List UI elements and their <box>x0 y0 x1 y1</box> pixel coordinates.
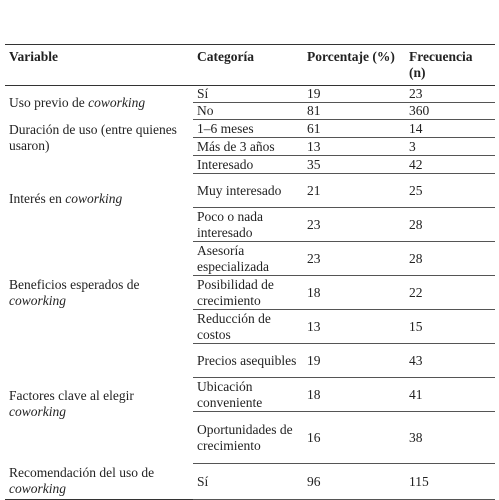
table-row: Interés en coworking Interesado 35 42 <box>5 155 495 206</box>
frequency-cell: 14 <box>405 119 495 138</box>
percentage-cell: 81 <box>303 102 405 120</box>
category-cell: Asesoría especializada <box>193 241 303 276</box>
table-row: Uso previo de coworking Sí 19 23 <box>5 85 495 110</box>
frequency-cell: 28 <box>405 207 495 242</box>
variable-text: coworking <box>65 190 123 206</box>
variable-text: coworking <box>9 403 66 419</box>
table-row: Más de 3 años 13 3 <box>5 137 495 156</box>
category-cell: Precios asequibles <box>193 343 303 378</box>
table-container: Variable Categoría Porcentaje (%) Frecuenci… <box>5 44 495 500</box>
variable-text: Factores clave al elegir <box>9 387 134 403</box>
percentage-cell: 13 <box>303 137 405 156</box>
frequency-cell: 360 <box>405 102 495 120</box>
variable-text: Uso previo de <box>9 94 89 110</box>
category-cell: Sí <box>193 85 303 103</box>
variable-text: Interés en <box>9 190 66 206</box>
category-cell: Muy interesado <box>193 173 303 208</box>
table-row: Posibilidad de crecimiento 18 22 <box>5 275 495 310</box>
frequency-cell: 43 <box>405 343 495 378</box>
header-cell: Variable <box>9 49 59 64</box>
table-header: Variable Categoría Porcentaje (%) Frecuenci… <box>5 44 495 86</box>
frequency-cell: 42 <box>405 155 495 174</box>
table-row: Muy interesado 21 25 <box>5 173 495 208</box>
percentage-cell: 18 <box>303 275 405 310</box>
variable-text: Beneficios esperados de <box>9 276 140 292</box>
frequency-cell: 22 <box>405 275 495 310</box>
header-cell: Frecuencia (n) <box>409 49 473 80</box>
category-cell: Más de 3 años <box>193 137 303 156</box>
variable-text: coworking <box>9 292 66 308</box>
frequency-cell: 23 <box>405 85 495 103</box>
category-cell: Poco o nada interesado <box>193 207 303 242</box>
percentage-cell: 19 <box>303 343 405 378</box>
frequency-cell: 115 <box>405 463 495 500</box>
percentage-cell: 23 <box>303 241 405 276</box>
table-row: Oportunidades de crecimiento 16 38 <box>5 411 495 464</box>
category-cell: Interesado <box>193 155 303 174</box>
frequency-cell: 25 <box>405 173 495 208</box>
frequency-cell: 38 <box>405 411 495 464</box>
percentage-cell: 23 <box>303 207 405 242</box>
percentage-cell: 13 <box>303 309 405 344</box>
variable-text: Recomendación del uso de <box>9 465 155 481</box>
table-row: Poco o nada interesado 23 28 <box>5 207 495 242</box>
table-row: Factores clave al elegir coworking Precio… <box>5 343 495 419</box>
table-body: Uso previo de coworking Sí 19 23 No 81 360 Dura… <box>5 85 495 500</box>
percentage-cell: 35 <box>303 155 405 174</box>
percentage-cell: 18 <box>303 377 405 412</box>
category-cell: Sí <box>193 463 303 500</box>
header-cell: Categoría <box>197 49 254 64</box>
category-cell: Posibilidad de crecimiento <box>193 275 303 310</box>
variable-cell: Beneficios esperados de coworking <box>5 242 193 344</box>
category-cell: Reducción de costos <box>193 309 303 344</box>
table-row: Ubicación conveniente 18 41 <box>5 377 495 412</box>
percentage-cell: 21 <box>303 173 405 208</box>
category-cell: Oportunidades de crecimiento <box>193 411 303 464</box>
variable-cell: Duración de uso (entre quienes usaron) <box>5 120 193 156</box>
variable-cell: Recomendación del uso de coworking <box>5 464 193 500</box>
percentage-cell: 19 <box>303 85 405 103</box>
frequency-cell: 41 <box>405 377 495 412</box>
variable-cell: Factores clave al elegir coworking <box>5 344 193 464</box>
table-row: Duración de uso (entre quienes usaron) 1–… <box>5 119 495 153</box>
table-row: Beneficios esperados de coworking Asesorí… <box>5 241 495 308</box>
variable-text: coworking <box>88 94 146 110</box>
percentage-cell: 61 <box>303 119 405 138</box>
header-cell: Porcentaje (%) <box>307 49 395 64</box>
percentage-cell: 96 <box>303 463 405 500</box>
frequency-cell: 15 <box>405 309 495 344</box>
variable-text: coworking <box>9 481 66 497</box>
table-row: No 81 360 <box>5 102 495 120</box>
category-cell: Ubicación conveniente <box>193 377 303 412</box>
frequency-cell: 3 <box>405 137 495 156</box>
table-row: Reducción de costos 13 15 <box>5 309 495 344</box>
table-row: Recomendación del uso de coworking Sí 96 11… <box>5 463 495 500</box>
table: Variable Categoría Porcentaje (%) Frecuenci… <box>5 44 495 500</box>
variable-cell: Interés en coworking <box>5 156 193 242</box>
frequency-cell: 28 <box>405 241 495 276</box>
header-row: Variable Categoría Porcentaje (%) Frecuenci… <box>5 44 495 86</box>
percentage-cell: 16 <box>303 411 405 464</box>
category-cell: 1–6 meses <box>193 119 303 138</box>
variable-cell: Uso previo de coworking <box>5 86 193 120</box>
variable-text: Duración de uso (entre quienes usaron) <box>9 121 177 153</box>
category-cell: No <box>193 102 303 120</box>
